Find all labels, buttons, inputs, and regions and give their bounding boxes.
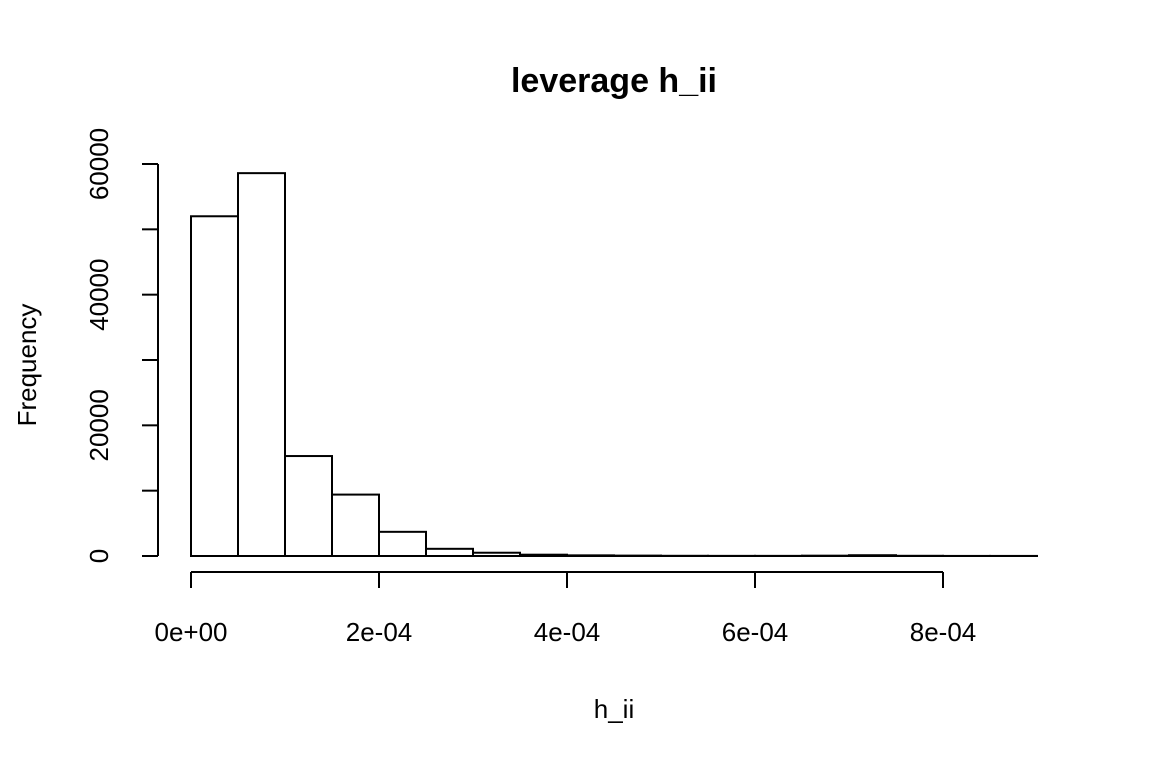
histogram-bars xyxy=(190,172,1038,558)
histogram-bar xyxy=(472,551,521,557)
y-tick-label: 60000 xyxy=(84,128,114,200)
histogram-bar xyxy=(237,172,286,557)
histogram-bar xyxy=(284,455,333,558)
histogram-bar xyxy=(848,554,897,557)
x-axis-label: h_ii xyxy=(594,694,634,724)
y-axis-label: Frequency xyxy=(12,304,42,427)
y-tick-label: 0 xyxy=(84,549,114,563)
x-tick-label: 8e-04 xyxy=(910,617,977,647)
x-tick-label: 2e-04 xyxy=(346,617,413,647)
histogram-bar xyxy=(378,530,427,558)
histogram-bar xyxy=(519,553,568,558)
y-tick-label: 20000 xyxy=(84,389,114,461)
x-axis: 0e+00 2e-04 4e-04 6e-04 8e-04 xyxy=(154,571,977,647)
x-tick-label: 6e-04 xyxy=(722,617,789,647)
y-tick-label: 40000 xyxy=(84,259,114,331)
histogram-bar xyxy=(190,215,239,558)
x-tick-label: 4e-04 xyxy=(534,617,601,647)
histogram-bar xyxy=(566,554,615,557)
histogram-bar xyxy=(331,493,380,557)
chart-title: leverage h_ii xyxy=(511,62,717,100)
histogram-bar xyxy=(425,547,474,557)
y-axis: 0 20000 40000 60000 xyxy=(84,128,159,563)
x-tick-label: 0e+00 xyxy=(154,617,227,647)
